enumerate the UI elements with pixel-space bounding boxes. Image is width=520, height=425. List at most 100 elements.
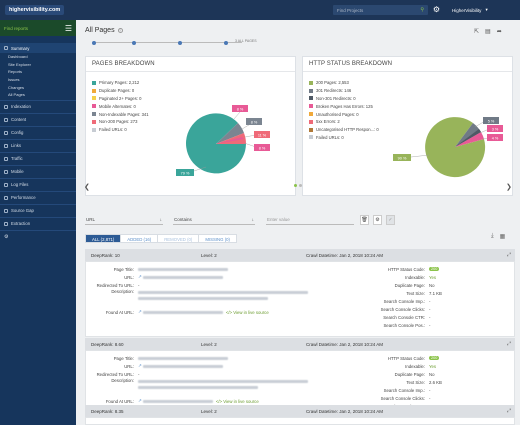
pie-slice-non-indexable[interactable] bbox=[216, 123, 244, 144]
carousel-next-icon[interactable]: ❯ bbox=[506, 184, 512, 191]
field-label: Search Console Imp.: bbox=[383, 387, 425, 393]
sidebar-subitem-dashboard[interactable]: Dashboard bbox=[8, 54, 28, 60]
legend-item[interactable]: 5xx Errors: 2 bbox=[309, 118, 379, 126]
carousel-prev-icon[interactable]: ❮ bbox=[84, 184, 90, 191]
tab-added[interactable]: ADDED (16) bbox=[120, 234, 158, 243]
legend-item[interactable]: Duplicate Pages: 0 bbox=[92, 87, 149, 95]
brand[interactable]: highervisibility.com bbox=[0, 0, 76, 20]
carousel-dot[interactable] bbox=[294, 184, 297, 187]
user-menu[interactable]: HigherVisibility ▾ bbox=[452, 5, 488, 15]
sidebar-subitem-changes[interactable]: Changes bbox=[8, 84, 25, 90]
view-source-link[interactable]: </> View in live source bbox=[225, 309, 269, 315]
sidebar-item-indexation[interactable]: Indexation bbox=[0, 102, 76, 112]
sidebar-item-performance[interactable]: Performance bbox=[0, 193, 76, 203]
external-link-icon[interactable]: ↗ bbox=[138, 398, 142, 404]
tab-all[interactable]: ALL (2,871) bbox=[85, 234, 121, 243]
external-link-icon[interactable]: ↗ bbox=[138, 363, 142, 369]
sidebar-subitem-site-explorer[interactable]: Site Explorer bbox=[8, 61, 31, 67]
timeline-dot[interactable] bbox=[92, 40, 96, 45]
find-projects-input[interactable]: Find Projects ⚲ bbox=[333, 5, 428, 15]
gear-icon[interactable]: ⚙ bbox=[432, 5, 441, 14]
expand-icon[interactable]: ⤢ bbox=[506, 408, 511, 414]
sidebar-item-config[interactable]: Config bbox=[0, 128, 76, 138]
timeline-dot[interactable] bbox=[178, 40, 182, 45]
legend-item[interactable]: Non-301 Redirects: 0 bbox=[309, 95, 379, 103]
brand-logo[interactable]: highervisibility.com bbox=[5, 5, 65, 15]
sidebar-item-traffic[interactable]: Traffic bbox=[0, 154, 76, 164]
help-icon[interactable]: ? bbox=[117, 28, 123, 33]
legend-label: Uncategorised HTTP Respon...: 0 bbox=[316, 127, 379, 133]
gear-icon[interactable]: ⚙ bbox=[4, 233, 9, 240]
sidebar-settings[interactable]: ⚙ bbox=[0, 232, 76, 242]
hamburger-icon[interactable]: ☰ bbox=[64, 23, 72, 33]
chart-icon[interactable]: ▤ bbox=[485, 29, 491, 35]
pie-slice-301[interactable] bbox=[455, 123, 481, 147]
find-reports-input[interactable]: Find reports ☰ bbox=[0, 20, 76, 36]
timeline-dot[interactable] bbox=[132, 40, 136, 45]
grid-view-icon[interactable]: ▦ bbox=[499, 234, 506, 240]
sidebar-item-log-files[interactable]: Log Files bbox=[0, 180, 76, 190]
filter-operator-select[interactable]: Contains ↓ bbox=[173, 215, 255, 225]
sidebar-item-links[interactable]: Links bbox=[0, 141, 76, 151]
sidebar-item-source-gap[interactable]: Source Gap bbox=[0, 206, 76, 216]
expand-icon[interactable]: ⤢ bbox=[506, 341, 511, 347]
blurred-value[interactable] bbox=[142, 310, 223, 314]
sidebar-item-label: Traffic bbox=[11, 156, 23, 162]
delete-filter-button[interactable]: 🗑 bbox=[360, 215, 369, 225]
legend-item[interactable]: Unauthorised Pages: 0 bbox=[309, 110, 379, 118]
external-link-icon[interactable]: ↗ bbox=[138, 309, 142, 315]
legend-item[interactable]: Mobile Alternates: 0 bbox=[92, 102, 149, 110]
filter-value-input[interactable]: Enter value bbox=[266, 215, 354, 225]
pie-slice-broken[interactable] bbox=[455, 132, 484, 147]
result-row-header[interactable]: DeepRank: 8.35 Level: 2 Crawl Datetime: … bbox=[85, 405, 515, 417]
blurred-value[interactable] bbox=[142, 364, 223, 368]
pie-slice-primary[interactable] bbox=[186, 113, 246, 174]
result-row-header[interactable]: DeepRank: 8.60 Level: 2 Crawl Datetime: … bbox=[85, 338, 515, 350]
legend-item[interactable]: Non-200 Pages: 273 bbox=[92, 118, 149, 126]
tab-missing[interactable]: MISSING (0) bbox=[198, 234, 237, 243]
external-link-icon[interactable]: ↗ bbox=[138, 274, 142, 280]
export-icon[interactable]: ⇱ bbox=[474, 29, 480, 35]
filter-field-select[interactable]: URL ↓ bbox=[85, 215, 163, 225]
expand-icon[interactable]: ⤢ bbox=[506, 252, 511, 258]
sidebar-item-mobile[interactable]: Mobile bbox=[0, 167, 76, 177]
pie-slice-non-301[interactable] bbox=[455, 129, 481, 147]
sidebar-subitem-reports[interactable]: Reports bbox=[8, 69, 23, 75]
filter-operator-value: Contains bbox=[174, 217, 192, 222]
http-pie-chart[interactable]: 5 % 3 % 4 % 90 % bbox=[303, 57, 514, 197]
sidebar-item-summary[interactable]: Summary bbox=[0, 43, 76, 53]
download-icon[interactable]: ⤓ bbox=[491, 233, 494, 239]
legend-item[interactable]: Non-Indexable Pages: 341 bbox=[92, 110, 149, 118]
carousel-dot[interactable] bbox=[299, 184, 302, 187]
legend-item[interactable]: Broken Pages Has Errors: 125 bbox=[309, 102, 379, 110]
sidebar-subitem-all-pages[interactable]: All Pages bbox=[8, 92, 25, 98]
field-label: Search Console Clicks: bbox=[380, 306, 425, 312]
pages-pie-chart[interactable]: 8 % 8 % 11 % 8 % 79 % bbox=[86, 57, 297, 197]
sidebar-subitem-issues[interactable]: Issues bbox=[8, 77, 20, 83]
legend-item[interactable]: Paginated 2+ Pages: 0 bbox=[92, 95, 149, 103]
sidebar-item-extraction[interactable]: Extraction bbox=[0, 219, 76, 229]
sidebar-item-label: Summary bbox=[11, 45, 30, 51]
legend-swatch bbox=[309, 135, 313, 140]
legend-item[interactable]: Uncategorised HTTP Respon...: 0 bbox=[309, 126, 379, 134]
extraction-icon bbox=[4, 221, 8, 226]
legend-item[interactable]: 200 Pages: 2,553 bbox=[309, 79, 379, 87]
legend-item[interactable]: Failed URLs: 0 bbox=[92, 126, 149, 134]
apply-filter-button[interactable]: ✓ bbox=[386, 215, 395, 225]
search-icon[interactable]: ⚲ bbox=[420, 7, 424, 13]
pie-slice-non-200[interactable] bbox=[216, 133, 247, 144]
pie-slice-mobile[interactable] bbox=[216, 137, 244, 144]
filter-settings-button[interactable]: ⚙ bbox=[373, 215, 382, 225]
blurred-value[interactable] bbox=[142, 399, 213, 403]
pie-slice-200[interactable] bbox=[425, 117, 486, 178]
tab-removed[interactable]: REMOVED (0) bbox=[157, 234, 199, 243]
legend-item[interactable]: Primary Pages: 2,212 bbox=[92, 79, 149, 87]
legend-item[interactable]: 301 Redirects: 146 bbox=[309, 87, 379, 95]
sidebar-item-content[interactable]: Content bbox=[0, 115, 76, 125]
result-row-header[interactable]: DeepRank: 10 Level: 2 Crawl Datetime: Ja… bbox=[85, 249, 515, 261]
share-icon[interactable]: ➦ bbox=[496, 29, 502, 35]
view-source-link[interactable]: </> View in live source bbox=[215, 398, 259, 404]
timeline-dot[interactable] bbox=[224, 40, 228, 45]
legend-item[interactable]: Failed URLs: 0 bbox=[309, 134, 379, 142]
blurred-value[interactable] bbox=[142, 275, 223, 279]
